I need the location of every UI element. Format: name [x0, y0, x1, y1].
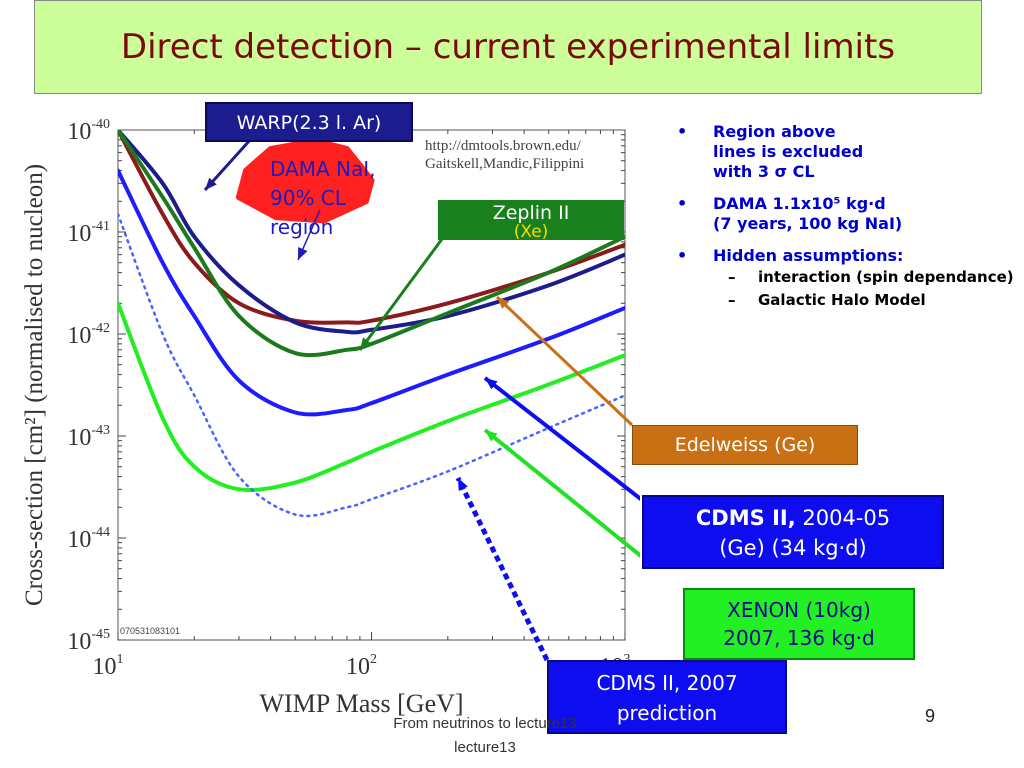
y-tick-exponent: -42 — [91, 321, 110, 336]
x-axis-label: WIMP Mass [GeV] — [259, 689, 463, 718]
y-tick-exponent: -43 — [91, 423, 110, 438]
series-line-1 — [118, 130, 625, 335]
page-number: 9 — [925, 706, 936, 726]
bullet-dot: • — [677, 122, 688, 141]
y-tick-exponent: -44 — [91, 525, 110, 540]
y-tick-exponent: -40 — [91, 117, 110, 132]
bullet-dama-line2: (7 years, 100 kg NaI) — [713, 214, 903, 233]
title-bar: Direct detection – current experimental … — [34, 0, 982, 94]
xenon-line1: XENON (10kg) — [727, 598, 871, 622]
edelweiss-label: Edelweiss (Ge) — [632, 425, 858, 465]
y-tick-label: 10-40 — [67, 117, 110, 145]
annotation-arrow-4 — [483, 376, 640, 501]
cdms-2004-line2: (Ge) (34 kg·d) — [719, 536, 867, 560]
x-tick-label: 101 — [93, 652, 124, 680]
cdms-2004-years: 2004-05 — [802, 506, 891, 530]
bullet-assumptions-text: Hidden assumptions: — [713, 246, 904, 265]
annotation-arrow-3 — [495, 295, 634, 427]
y-tick-base: 10 — [67, 323, 91, 349]
sub-bullet-dash: – — [728, 268, 736, 286]
x-tick-label: 102 — [346, 652, 377, 680]
xenon-label: XENON (10kg) 2007, 136 kg·d — [683, 588, 915, 660]
y-tick-base: 10 — [67, 119, 91, 145]
annotation-arrowhead-4 — [485, 378, 498, 390]
source-watermark-line1: http://dmtools.brown.edu/ — [425, 138, 582, 154]
cdms-2004-line1: CDMS II, 2004-05 — [644, 503, 942, 533]
y-tick-label: 10-43 — [67, 423, 110, 451]
y-tick-label: 10-45 — [67, 627, 110, 655]
cdms-2007-prediction-label: CDMS II, 2007 prediction — [547, 660, 787, 734]
bullet-dot: • — [677, 194, 688, 213]
zeplin-material: (Xe) — [513, 222, 549, 242]
zeplin-name: Zeplin II — [492, 202, 570, 224]
footer-line1: From neutrinos to lecture13 — [393, 715, 577, 732]
annotation-arrowhead-3 — [497, 297, 510, 309]
cdms-2007-line2: prediction — [616, 701, 718, 725]
annotation-arrow-5 — [483, 428, 640, 558]
sub-bullet-halo-text: Galactic Halo Model — [758, 291, 926, 309]
series-line-3 — [118, 168, 625, 417]
source-watermark-line2: Gaitskell,Mandic,Filippini — [425, 156, 584, 172]
bullet-dama-line1: DAMA 1.1x10⁵ kg·d — [713, 194, 886, 213]
annotation-arrow-2 — [358, 234, 447, 351]
series-line-4 — [118, 301, 625, 493]
x-tick-exponent: 3 — [624, 652, 631, 667]
y-tick-exponent: -45 — [91, 627, 110, 642]
bullet-exclusion-line1: Region above — [713, 122, 836, 141]
y-tick-label: 10-42 — [67, 321, 110, 349]
dama-label-line3: region — [270, 215, 334, 239]
series-line-2 — [118, 130, 625, 358]
y-tick-base: 10 — [67, 629, 91, 655]
x-tick-base: 10 — [346, 654, 370, 680]
y-tick-base: 10 — [67, 221, 91, 247]
y-tick-exponent: -41 — [91, 219, 110, 234]
bullet-exclusion-line3: with 3 σ CL — [713, 162, 815, 181]
annotation-arrow-6 — [455, 476, 550, 662]
annotation-arrowhead-0 — [205, 177, 217, 190]
sub-bullet-interaction-text: interaction (spin dependance) — [758, 268, 1014, 286]
bullet-exclusion: • Region above lines is excluded with 3 … — [673, 122, 1018, 182]
bullet-exclusion-line2: lines is excluded — [713, 142, 864, 161]
annotation-arrowhead-6 — [458, 478, 468, 491]
sub-bullet-dash: – — [728, 291, 736, 309]
x-tick-exponent: 2 — [370, 652, 377, 667]
y-tick-label: 10-44 — [67, 525, 110, 553]
zeplin-label: Zeplin II (Xe) — [438, 200, 624, 242]
y-tick-base: 10 — [67, 425, 91, 451]
y-tick-base: 10 — [67, 527, 91, 553]
bullet-dama: • DAMA 1.1x10⁵ kg·d (7 years, 100 kg NaI… — [673, 194, 1018, 234]
bullet-assumptions: • Hidden assumptions: — [673, 246, 1018, 266]
footer-text: From neutrinos to lecture13 lecture13 — [380, 712, 590, 760]
y-tick-label: 10-41 — [67, 219, 110, 247]
dama-label: DAMA NaI, 90% CL region — [270, 155, 376, 242]
page-title: Direct detection – current experimental … — [120, 27, 896, 67]
dama-region — [235, 138, 375, 224]
cdms-2004-label: CDMS II, 2004-05 (Ge) (34 kg·d) — [642, 495, 944, 569]
dama-label-line2: 90% CL — [270, 186, 346, 210]
annotation-arrowhead-5 — [485, 430, 498, 442]
footer-line2: lecture13 — [454, 739, 516, 756]
warp-label: WARP(2.3 l. Ar) — [205, 102, 413, 142]
bullet-dot: • — [677, 246, 688, 265]
dama-label-line1: DAMA NaI, — [270, 157, 376, 181]
y-axis-label: Cross-section [cm²] (normalised to nucle… — [21, 164, 48, 606]
annotation-arrowhead-2 — [360, 337, 372, 350]
annotation-arrowhead-1 — [298, 247, 308, 260]
sub-bullet-halo: – Galactic Halo Model — [673, 291, 1018, 310]
xenon-line2: 2007, 136 kg·d — [723, 626, 875, 650]
series-line-0 — [118, 130, 625, 325]
sub-bullet-interaction: – interaction (spin dependance) — [673, 268, 1018, 287]
cdms-2004-name: CDMS II, — [695, 506, 796, 530]
plot-id-label: 070531083101 — [120, 626, 180, 636]
series-line-5 — [118, 212, 625, 518]
cdms-2007-line1: CDMS II, 2007 — [596, 671, 738, 695]
x-tick-base: 10 — [93, 654, 117, 680]
bullet-list: • Region above lines is excluded with 3 … — [673, 122, 1018, 310]
x-tick-exponent: 1 — [117, 652, 124, 667]
